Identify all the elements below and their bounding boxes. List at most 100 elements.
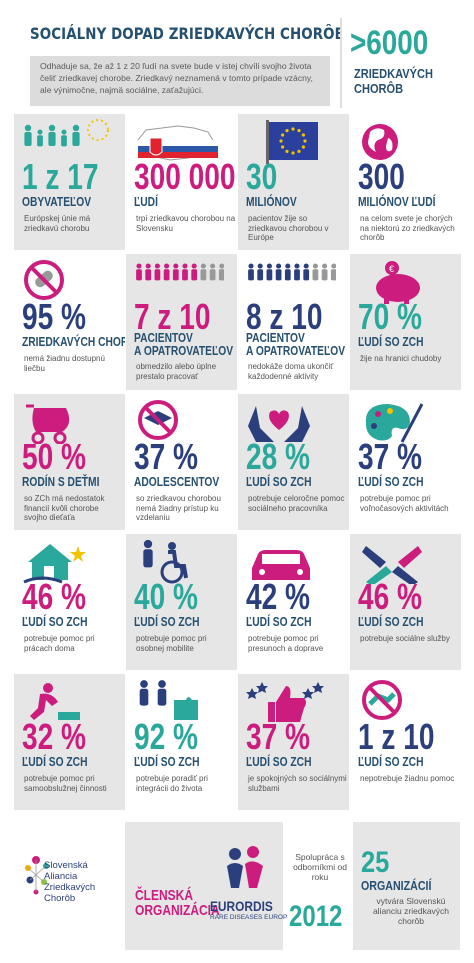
cooperation-box: Spolupráca s odborníkmi od roku 2012 xyxy=(287,822,349,950)
no-help-icon xyxy=(362,680,402,720)
stat-label: MILIÓNOV ĽUDÍ xyxy=(358,195,436,209)
sak-name: Slovenská Aliancia Zriedkavých Chorôb xyxy=(44,860,96,904)
stat-description: potrebuje celoročne pomoc sociálneho pra… xyxy=(248,494,345,513)
joined-hands-icon xyxy=(362,546,422,584)
stats-row: 32 % ĽUDÍ SO ZCH potrebuje pomoc pri samoo… xyxy=(14,674,461,814)
stat-label: ĽUDÍ SO ZCH xyxy=(246,615,312,629)
stat-card: 32 % ĽUDÍ SO ZCH potrebuje pomoc pri samoo… xyxy=(14,674,125,810)
stat-description: potrebuje pomoc pri osobnej mobilite xyxy=(136,634,207,653)
stat-description: potrebuje pomoc pri presunoch a doprave xyxy=(248,634,324,653)
organization-label: ORGANIZÁCIÍ xyxy=(361,878,432,893)
stat-description: nepotrebuje žiadnu pomoc xyxy=(360,774,455,783)
eurordis-name: EURORDIS xyxy=(210,898,273,914)
page-title: SOCIÁLNY DOPAD ZRIEDKAVÝCH CHORÔB xyxy=(30,24,345,43)
stat-description: potrebuje pomoc pri voľnočasových aktivi… xyxy=(360,494,449,513)
stat-card: 1 z 17 OBYVATEĽOV Európskej únie má zriedk… xyxy=(14,114,125,250)
stat-card: 7 z 10 PACIENTOV A OPATROVATEĽOV obmedzilo … xyxy=(126,254,237,390)
house-icon xyxy=(23,544,86,584)
stat-description: nedokáže doma ukončiť každodenné aktivit… xyxy=(248,362,334,381)
stat-card: 300 MILIÓNOV ĽUDÍ na celom svete je chorýc… xyxy=(350,114,461,250)
stat-value: 46 % xyxy=(22,576,87,617)
stat-description: trpí zriedkavou chorobou na Slovensku xyxy=(136,214,236,233)
stat-label: ĽUDÍ SO ZCH xyxy=(358,755,424,769)
stat-card: €70 % ĽUDÍ SO ZCH žije na hranici chudoby xyxy=(350,254,461,390)
sak-logo-icon xyxy=(25,856,49,895)
member-label: ČLENSKÁ ORGANIZÁCIA xyxy=(135,887,220,919)
stat-description: Európskej únie má zriedkavú chorobu xyxy=(24,214,91,233)
stat-label: MILIÓNOV xyxy=(246,195,297,209)
people-row-icon xyxy=(136,263,224,281)
stats-row: 50 % RODÍN S DEŤMI so ZCh má nedostatok fi… xyxy=(14,394,461,534)
stat-value: 70 % xyxy=(358,296,423,337)
cooperation-text: Spolupráca s odborníkmi od roku xyxy=(293,852,347,882)
sak-logo-box: Slovenská Aliancia Zriedkavých Chorôb xyxy=(14,822,121,950)
hands-heart-icon xyxy=(248,406,310,442)
stat-description: na celom svete je chorých na niektorú zo… xyxy=(360,214,455,242)
stat-value: 1 z 17 xyxy=(22,156,99,197)
header: SOCIÁLNY DOPAD ZRIEDKAVÝCH CHORÔB Odhadu… xyxy=(0,0,474,112)
stat-label: ĽUDÍ SO ZCH xyxy=(246,755,312,769)
stat-card: 37 % ADOLESCENTOV so zriedkavou chorobou n… xyxy=(126,394,237,530)
stat-value: 8 z 10 xyxy=(246,296,323,337)
stat-label: ĽUDÍ SO ZCH xyxy=(134,615,200,629)
stroller-icon xyxy=(26,404,70,444)
people-row-icon xyxy=(248,263,336,281)
thumbs-up-stars-icon xyxy=(246,682,324,722)
stat-card: 40 % ĽUDÍ SO ZCH potrebuje pomoc pri osobn… xyxy=(126,534,237,670)
stat-value: 1 z 10 xyxy=(358,716,435,757)
stat-value: 300 000 xyxy=(134,156,236,197)
self-care-icon xyxy=(30,683,80,720)
stat-label: ĽUDÍ SO ZCH xyxy=(134,755,200,769)
stat-card: 1 z 10 ĽUDÍ SO ZCH nepotrebuje žiadnu pomo… xyxy=(350,674,461,810)
stat-value: 32 % xyxy=(22,716,87,757)
stat-value: 42 % xyxy=(246,576,311,617)
globe-icon xyxy=(362,124,398,160)
stat-card: 42 % ĽUDÍ SO ZCH potrebuje pomoc pri presu… xyxy=(238,534,349,670)
stat-description: žije na hranici chudoby xyxy=(360,354,442,363)
stat-description: je spokojných so sociálnymi službami xyxy=(248,774,347,793)
stat-description: potrebuje poradiť pri integrácii do živo… xyxy=(136,774,208,793)
stat-card: 46 % ĽUDÍ SO ZCH potrebuje pomoc pri práca… xyxy=(14,534,125,670)
disease-count-label: ZRIEDKAVÝCH CHORÔB xyxy=(354,66,433,96)
stat-description: potrebuje pomoc pri prácach doma xyxy=(24,634,95,653)
stat-card: 28 % ĽUDÍ SO ZCH potrebuje celoročne pomoc… xyxy=(238,394,349,530)
stat-card: 46 % ĽUDÍ SO ZCH potrebuje sociálne služby xyxy=(350,534,461,670)
stat-card: 37 % ĽUDÍ SO ZCH potrebuje pomoc pri voľno… xyxy=(350,394,461,530)
stat-description: pacientov žije so zriedkavou chorobou v … xyxy=(248,214,329,242)
cooperation-year: 2012 xyxy=(289,900,343,933)
stat-value: 40 % xyxy=(134,576,199,617)
stats-row: 1 z 17 OBYVATEĽOV Európskej únie má zriedk… xyxy=(14,114,461,254)
eurordis-subtitle: RARE DISEASES EUROPE xyxy=(210,914,292,921)
stat-value: 30 xyxy=(246,156,278,197)
no-graduation-icon xyxy=(138,400,178,440)
stat-value: 46 % xyxy=(358,576,423,617)
stat-card: 30 MILIÓNOV pacientov žije so zriedkavou c… xyxy=(238,114,349,250)
stat-label: PACIENTOV A OPATROVATEĽOV xyxy=(134,331,234,358)
stat-label: ĽUDÍ SO ZCH xyxy=(358,475,424,489)
disease-count-box: >6000 ZRIEDKAVÝCH CHORÔB xyxy=(340,18,450,108)
stat-value: 95 % xyxy=(22,296,87,337)
stat-value: 300 xyxy=(358,156,405,197)
stat-description: so zriedkavou chorobou nemá žiadny príst… xyxy=(136,494,221,522)
stats-grid: 1 z 17 OBYVATEĽOV Európskej únie má zriedk… xyxy=(14,114,461,814)
stat-description: obmedzilo alebo úplne prestalo pracovať xyxy=(136,362,217,381)
stats-row: 95 %ZRIEDKAVÝCH CHORÔB nemá žiadnu dostup… xyxy=(14,254,461,394)
stat-value: 37 % xyxy=(358,436,423,477)
organization-desc: vytvára Slovenskú alianciu zriedkavých c… xyxy=(372,896,450,926)
stat-value: 37 % xyxy=(246,716,311,757)
stat-label: OBYVATEĽOV xyxy=(22,195,92,209)
puzzle-people-icon xyxy=(139,680,198,720)
stat-card: 37 % ĽUDÍ SO ZCH je spokojných so sociálny… xyxy=(238,674,349,810)
stat-value: 92 % xyxy=(134,716,199,757)
slovakia-map-icon xyxy=(137,125,218,161)
svg-text:€: € xyxy=(389,264,394,274)
stat-description: nemá žiadnu dostupnú liečbu xyxy=(24,354,105,373)
organizations-box: 25 ORGANIZÁCIÍ vytvára Slovenskú alianci… xyxy=(353,822,460,950)
no-pill-icon xyxy=(24,260,64,300)
stat-label: ĽUDÍ SO ZCH xyxy=(358,335,424,349)
stat-value: 50 % xyxy=(22,436,87,477)
stat-label: ĽUDÍ SO ZCH xyxy=(358,615,424,629)
footer: Slovenská Aliancia Zriedkavých Chorôb ČL… xyxy=(14,822,460,950)
disease-count: >6000 xyxy=(350,24,429,62)
